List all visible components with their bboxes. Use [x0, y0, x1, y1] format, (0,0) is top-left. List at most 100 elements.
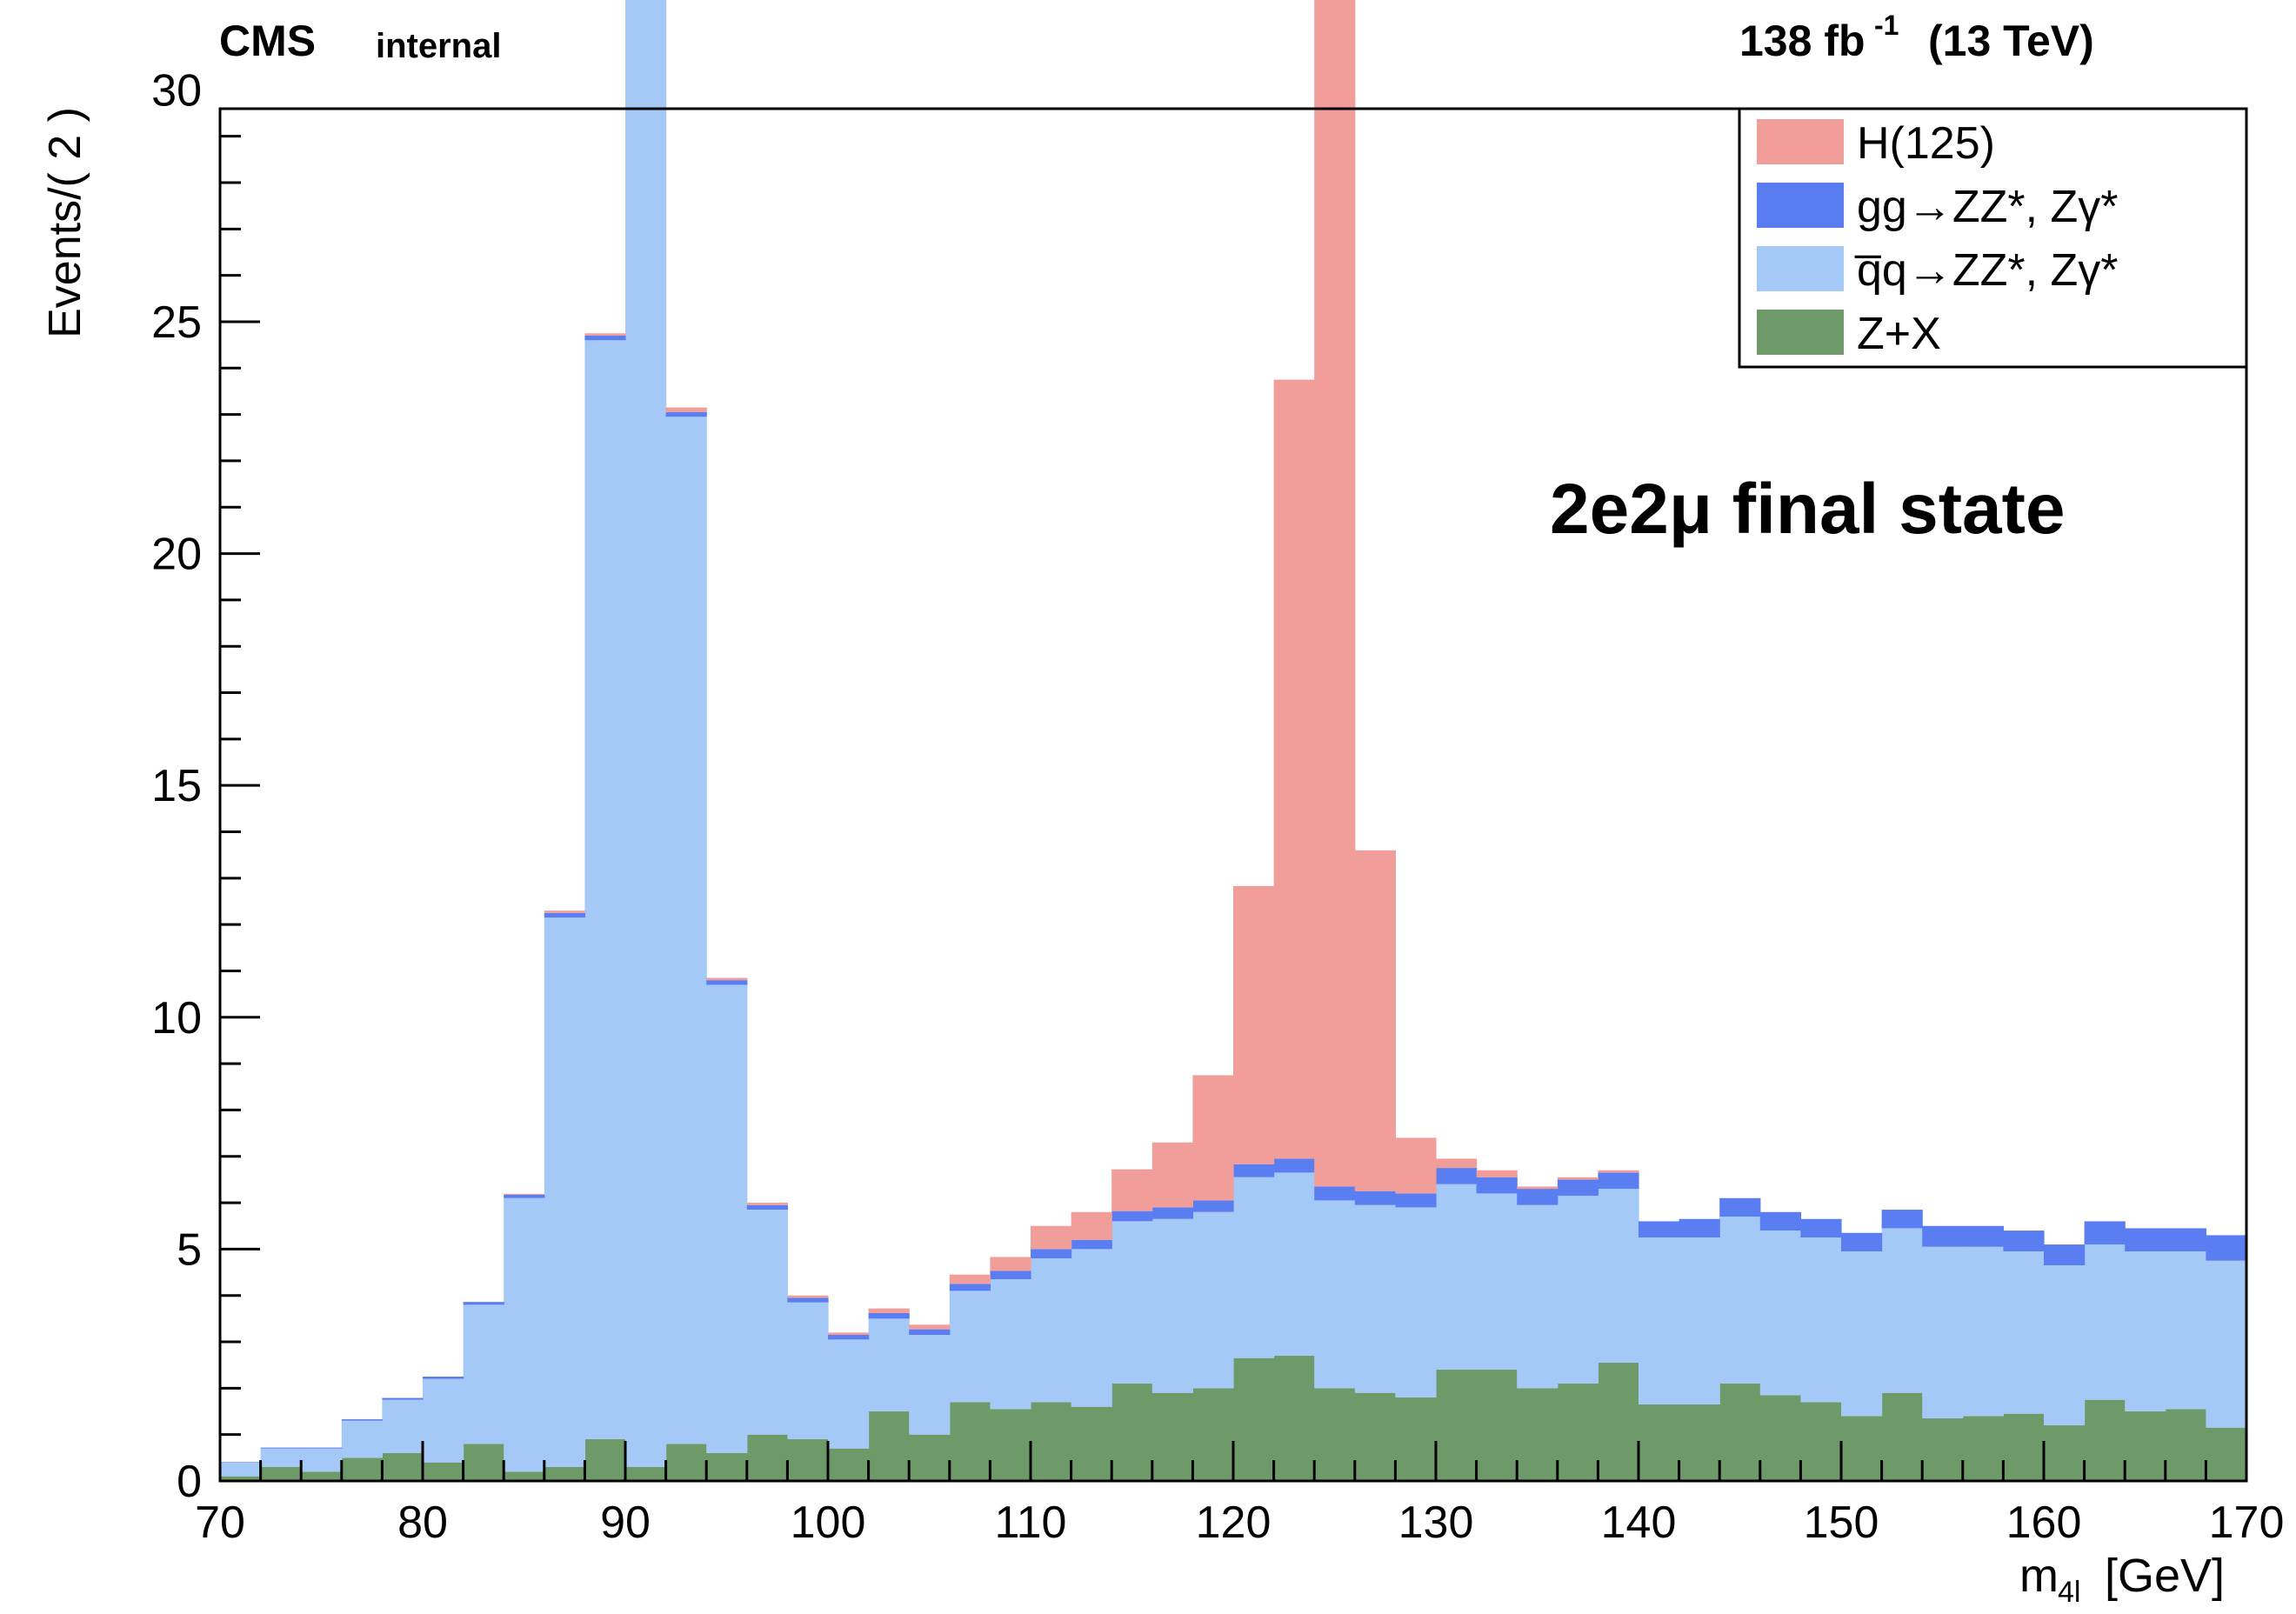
- bar-q-q-zz-z--19: [990, 1279, 1031, 1410]
- legend-swatch: [1757, 119, 1844, 164]
- bar-h-125--32: [1517, 1186, 1558, 1190]
- bar-h-125--17: [909, 1324, 951, 1330]
- bar-z-x-14: [787, 1439, 829, 1481]
- bar-z-x-7: [504, 1471, 545, 1481]
- legend-label: H(125): [1857, 118, 1995, 169]
- bar-q-q-zz-z--23: [1151, 1218, 1193, 1393]
- bar-q-q-zz-z--36: [1679, 1237, 1720, 1405]
- bar-gg-zz-z--34: [1598, 1172, 1639, 1190]
- bar-z-x-3: [341, 1457, 383, 1481]
- bar-gg-zz-z--20: [1031, 1249, 1072, 1259]
- bar-h-125--20: [1031, 1225, 1072, 1250]
- bar-z-x-35: [1639, 1404, 1680, 1481]
- bar-gg-zz-z--44: [2003, 1231, 2045, 1252]
- bar-h-125--18: [949, 1274, 991, 1284]
- bar-gg-zz-z--37: [1719, 1197, 1761, 1217]
- bar-h-125--21: [1071, 1211, 1112, 1240]
- bar-gg-zz-z--35: [1639, 1221, 1680, 1238]
- bar-z-x-45: [2044, 1425, 2086, 1481]
- bar-q-q-zz-z--24: [1192, 1211, 1234, 1389]
- bar-gg-zz-z--4: [382, 1397, 424, 1400]
- x-axis-title-unit: [GeV]: [2105, 1550, 2225, 1602]
- bar-q-q-zz-z--11: [665, 417, 707, 1444]
- bar-h-125--27: [1314, 0, 1356, 1187]
- bar-q-q-zz-z--4: [382, 1399, 424, 1454]
- bar-gg-zz-z--24: [1192, 1200, 1234, 1212]
- bar-z-x-12: [706, 1453, 748, 1481]
- bar-gg-zz-z--9: [584, 335, 626, 341]
- bar-h-125--31: [1476, 1170, 1518, 1177]
- bar-z-x-44: [2003, 1413, 2045, 1481]
- bar-q-q-zz-z--30: [1436, 1184, 1478, 1371]
- x-tick-label: 150: [1804, 1497, 1879, 1548]
- lumi-label: 138 fb -1 (13 TeV): [1739, 10, 2094, 65]
- bar-gg-zz-z--0: [220, 1462, 262, 1463]
- bar-q-q-zz-z--32: [1517, 1204, 1558, 1389]
- bar-q-q-zz-z--40: [1841, 1251, 1883, 1417]
- bar-gg-zz-z--46: [2084, 1221, 2126, 1245]
- bar-q-q-zz-z--6: [463, 1304, 504, 1444]
- x-axis-title: m 4l [GeV]: [2019, 1550, 2225, 1609]
- bar-gg-zz-z--38: [1759, 1211, 1801, 1231]
- bar-gg-zz-z--16: [868, 1312, 910, 1319]
- bar-z-x-41: [1881, 1392, 1923, 1481]
- bar-z-x-39: [1800, 1402, 1842, 1481]
- bar-z-x-48: [2165, 1409, 2206, 1481]
- x-tick-label: 100: [791, 1497, 866, 1548]
- bar-gg-zz-z--32: [1517, 1189, 1558, 1205]
- bar-gg-zz-z--3: [341, 1419, 383, 1421]
- y-axis-ticks: 0 5 10 15 20 25 30: [151, 65, 260, 1507]
- bar-z-x-38: [1759, 1395, 1801, 1481]
- bar-q-q-zz-z--7: [504, 1197, 545, 1472]
- bar-z-x-2: [301, 1471, 343, 1481]
- bar-gg-zz-z--14: [787, 1297, 829, 1303]
- bar-h-125--25: [1233, 885, 1275, 1164]
- bar-gg-zz-z--27: [1314, 1186, 1356, 1201]
- legend-swatch: [1757, 183, 1844, 228]
- bar-z-x-32: [1517, 1388, 1558, 1481]
- bar-q-q-zz-z--15: [828, 1339, 870, 1449]
- bar-q-q-zz-z--22: [1111, 1221, 1153, 1384]
- bar-q-q-zz-z--28: [1354, 1204, 1396, 1393]
- bar-q-q-zz-z--47: [2125, 1251, 2166, 1412]
- bar-h-125--26: [1273, 379, 1315, 1159]
- bar-z-x-20: [1031, 1402, 1072, 1481]
- bar-q-q-zz-z--18: [949, 1291, 991, 1403]
- bar-h-125--19: [990, 1257, 1031, 1271]
- y-tick-label: 10: [151, 993, 202, 1044]
- status-label: internal: [376, 27, 501, 65]
- bar-z-x-30: [1436, 1370, 1478, 1481]
- bar-z-x-23: [1151, 1392, 1193, 1481]
- bar-gg-zz-z--7: [504, 1195, 545, 1198]
- bar-q-q-zz-z--29: [1395, 1207, 1437, 1398]
- bar-q-q-zz-z--2: [301, 1448, 343, 1472]
- x-tick-label: 70: [195, 1497, 245, 1548]
- bar-gg-zz-z--33: [1557, 1179, 1599, 1197]
- x-axis-ticks: 70 80 90 100 110 120 130 140 150 160 170: [195, 1441, 2284, 1548]
- y-tick-label: 15: [151, 761, 202, 811]
- y-tick-label: 0: [177, 1457, 202, 1507]
- bar-q-q-zz-z--35: [1639, 1237, 1680, 1405]
- bar-z-x-49: [2206, 1427, 2247, 1481]
- bar-q-q-zz-z--14: [787, 1302, 829, 1440]
- legend-label: gg→ZZ*, Zγ*: [1857, 182, 2119, 232]
- bar-z-x-5: [423, 1462, 464, 1481]
- bar-z-x-40: [1841, 1416, 1883, 1481]
- bar-q-q-zz-z--1: [260, 1448, 302, 1468]
- bar-z-x-4: [382, 1453, 424, 1481]
- bar-z-x-28: [1354, 1392, 1396, 1481]
- bar-q-q-zz-z--8: [544, 917, 585, 1468]
- bar-gg-zz-z--45: [2044, 1244, 2086, 1266]
- x-tick-label: 80: [397, 1497, 448, 1548]
- bar-h-125--33: [1557, 1177, 1599, 1180]
- y-tick-label: 20: [151, 530, 202, 580]
- bar-h-125--8: [544, 910, 585, 913]
- x-tick-label: 90: [600, 1497, 651, 1548]
- bar-gg-zz-z--1: [260, 1447, 302, 1449]
- bar-z-x-1: [260, 1467, 302, 1481]
- bar-z-x-10: [625, 1467, 667, 1481]
- bar-z-x-13: [746, 1434, 788, 1481]
- x-axis-title-sub: 4l: [2058, 1576, 2080, 1609]
- bar-h-125--16: [868, 1308, 910, 1313]
- bar-gg-zz-z--17: [909, 1329, 951, 1336]
